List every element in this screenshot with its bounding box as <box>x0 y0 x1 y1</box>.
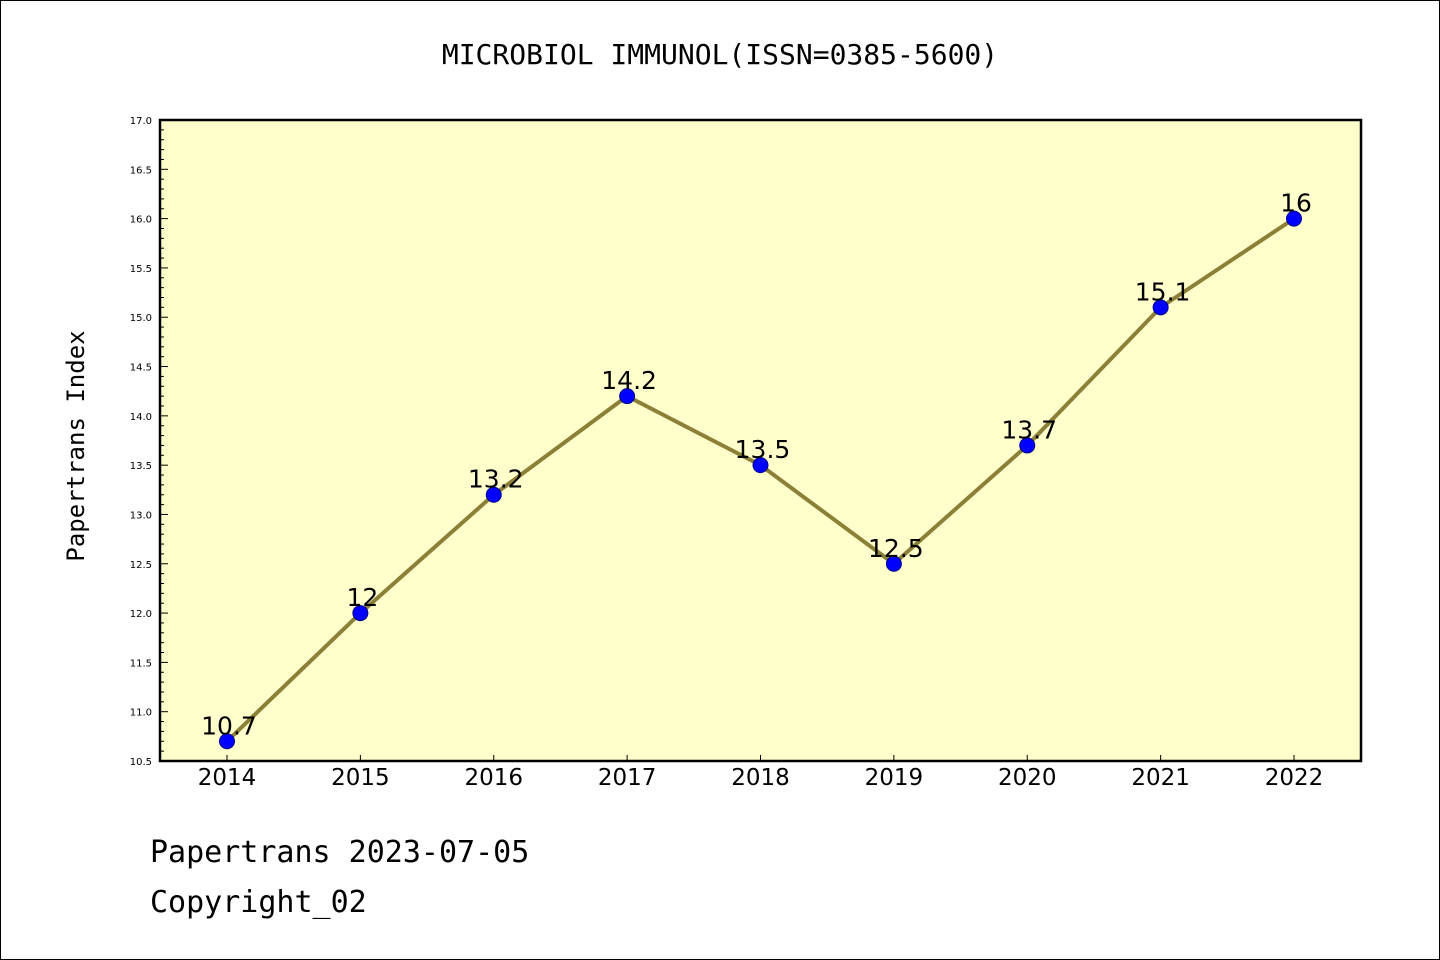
x-tick-label: 2022 <box>1265 765 1324 791</box>
data-point <box>352 605 369 622</box>
y-tick-label: 10.5 <box>130 757 152 768</box>
data-point <box>1286 210 1302 227</box>
data-label: 10.7 <box>201 711 257 740</box>
data-label: 12 <box>346 583 378 612</box>
y-tick-label: 15.0 <box>130 313 152 324</box>
data-point <box>619 388 636 405</box>
y-tick-label: 16.0 <box>130 215 152 226</box>
x-tick-label: 2017 <box>598 765 657 791</box>
data-point <box>485 486 502 503</box>
footer-copyright: Copyright_02 <box>150 885 367 920</box>
y-tick-label: 12.0 <box>130 609 152 620</box>
data-point <box>1019 437 1036 454</box>
series <box>219 210 1302 750</box>
y-tick-label: 15.5 <box>130 264 152 275</box>
plot-border <box>158 118 1363 763</box>
y-tick-label: 11.0 <box>130 708 152 719</box>
y-tick-label: 16.5 <box>130 165 152 176</box>
y-tick-label: 11.5 <box>130 658 152 669</box>
x-tick-label: 2014 <box>198 765 257 791</box>
x-tick-label: 2018 <box>731 765 790 791</box>
data-label: 14.2 <box>601 366 657 395</box>
x-tick-label: 2021 <box>1131 765 1190 791</box>
data-label: 13.5 <box>735 435 791 464</box>
chart-title: MICROBIOL IMMUNOL(ISSN=0385-5600) <box>441 38 999 71</box>
data-label: 16 <box>1280 189 1312 218</box>
data-label: 13.7 <box>1001 415 1057 444</box>
x-tick-label: 2015 <box>331 765 390 791</box>
footer-date: Papertrans 2023-07-05 <box>150 835 530 870</box>
y-tick-label: 17.0 <box>130 116 152 127</box>
plot-area <box>160 120 1361 761</box>
y-tick-label: 12.5 <box>130 560 152 571</box>
data-point <box>885 555 902 572</box>
data-label: 13.2 <box>468 465 524 494</box>
y-tick-label: 13.0 <box>130 510 152 521</box>
data-point <box>1152 299 1169 316</box>
y-ticks: 10.5 11.0 11.5 12.0 12.5 13.0 13.5 14.0 14.5 15.0… <box>130 116 168 768</box>
y-tick-label: 13.5 <box>130 461 152 472</box>
x-ticks: 2014 2015 2016 2017 2018 2019 2020 2021 2022 <box>198 755 1324 791</box>
y-tick-label: 14.5 <box>130 363 152 374</box>
x-tick-label: 2020 <box>998 765 1057 791</box>
data-point <box>752 457 769 474</box>
data-label: 12.5 <box>868 534 924 563</box>
data-label: 15.1 <box>1135 277 1191 306</box>
y-tick-label: 14.0 <box>130 412 152 423</box>
data-labels: 10.7 12 13.2 14.2 13.5 12.5 13.7 15.1 16 <box>201 189 1312 741</box>
data-point <box>219 733 235 750</box>
x-tick-label: 2019 <box>865 765 924 791</box>
x-tick-label: 2016 <box>464 765 523 791</box>
